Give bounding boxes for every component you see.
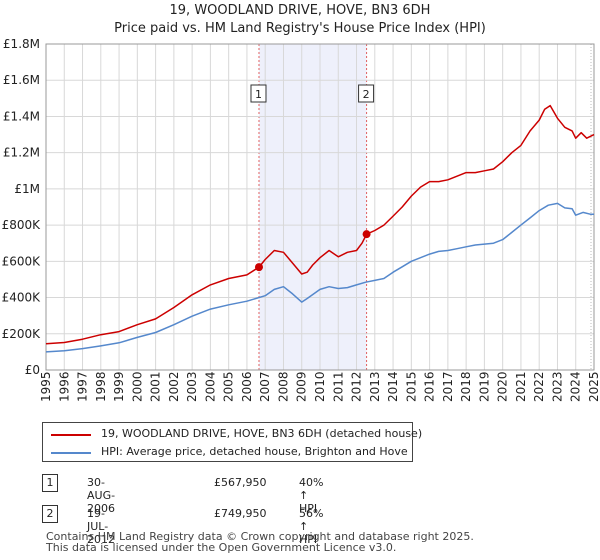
transaction-hpi-change: 40% ↑ HPI — [299, 476, 324, 515]
x-tick-label: 2017 — [441, 371, 455, 402]
x-tick-label: 2008 — [276, 371, 290, 402]
footer-line-copyright: Contains HM Land Registry data © Crown c… — [46, 530, 474, 543]
y-tick-label: £0 — [25, 363, 40, 377]
x-tick-label: 2004 — [203, 371, 217, 402]
x-tick-label: 2002 — [167, 371, 181, 402]
x-tick-label: 2007 — [258, 371, 272, 402]
price-chart: £0 £200K £400K £600K £800K £1M £1.2M £1.4M £1.6M… — [2, 37, 600, 402]
x-tick-label: 2006 — [240, 371, 254, 402]
y-tick-label: £400K — [2, 291, 42, 305]
y-tick-label: £1.6M — [3, 73, 40, 87]
transaction-number-badge: 2 — [42, 505, 58, 523]
sale-number-label: 2 — [363, 88, 370, 101]
x-tick-label: 2001 — [149, 371, 163, 402]
sale-number-box — [250, 84, 267, 103]
y-tick-label: £1.4M — [3, 109, 40, 123]
footer-attribution: Contains HM Land Registry data © Crown c… — [46, 531, 474, 553]
x-tick-label: 2014 — [386, 371, 400, 402]
sale-number-label: 1 — [255, 88, 262, 101]
x-tick-label: 2003 — [185, 371, 199, 402]
x-tick-label: 2020 — [496, 371, 510, 402]
sale-point — [254, 263, 263, 272]
x-tick-label: 2018 — [459, 371, 473, 402]
chart-subtitle: Price paid vs. HM Land Registry's House … — [114, 21, 486, 36]
transaction-date: 19-JUL-2012 — [87, 507, 115, 546]
x-tick-label: 2005 — [222, 371, 236, 402]
x-tick-label: 1997 — [76, 371, 90, 402]
legend-label-property: 19, WOODLAND DRIVE, HOVE, BN3 6DH (detac… — [101, 427, 423, 440]
footer-line-licence: This data is licensed under the Open Gov… — [46, 541, 397, 554]
x-tick-label: 2021 — [514, 371, 528, 402]
x-tick-label: 2019 — [477, 371, 491, 402]
y-tick-label: £800K — [2, 218, 42, 232]
x-tick-label: 2025 — [587, 371, 600, 402]
legend: 19, WOODLAND DRIVE, HOVE, BN3 6DH (detac… — [42, 422, 422, 462]
x-tick-label: 1995 — [39, 371, 53, 402]
legend-swatch-hpi — [51, 452, 91, 454]
property-price-line — [45, 104, 595, 345]
transaction-date: 30-AUG-2006 — [87, 476, 116, 515]
x-tick-label: 2013 — [368, 371, 382, 402]
legend-swatch-property — [51, 434, 91, 436]
x-tick-label: 2015 — [404, 371, 418, 402]
x-tick-label: 1999 — [112, 371, 126, 402]
sale-period-band — [258, 44, 367, 370]
y-tick-label: £200K — [2, 327, 42, 341]
x-tick-label: 1998 — [94, 371, 108, 402]
x-tick-label: 2012 — [350, 371, 364, 402]
x-tick-label: 2009 — [295, 371, 309, 402]
hpi-line — [45, 202, 594, 353]
x-tick-label: 2023 — [550, 371, 564, 402]
x-tick-label: 2010 — [313, 371, 327, 402]
x-tick-label: 1996 — [57, 371, 71, 402]
transaction-price: £749,950 — [214, 507, 267, 520]
transaction-hpi-change: 56% ↑ HPI — [299, 507, 324, 546]
x-tick-label: 2022 — [532, 371, 546, 402]
x-tick-label: 2011 — [331, 371, 345, 402]
y-tick-label: £1.2M — [3, 146, 40, 160]
transaction-price: £567,950 — [214, 476, 267, 489]
sale-number-box — [358, 84, 375, 103]
sale-point — [362, 230, 371, 239]
y-tick-label: £1M — [14, 182, 40, 196]
y-tick-label: £600K — [2, 254, 42, 268]
transaction-number-badge: 1 — [42, 474, 58, 492]
x-tick-label: 2000 — [130, 371, 144, 402]
chart-title: 19, WOODLAND DRIVE, HOVE, BN3 6DH — [169, 3, 431, 18]
y-tick-label: £1.8M — [3, 37, 40, 51]
x-tick-label: 2024 — [569, 371, 583, 402]
x-tick-label: 2016 — [423, 371, 437, 402]
legend-label-hpi: HPI: Average price, detached house, Brig… — [101, 445, 408, 458]
plot-border — [45, 43, 595, 371]
